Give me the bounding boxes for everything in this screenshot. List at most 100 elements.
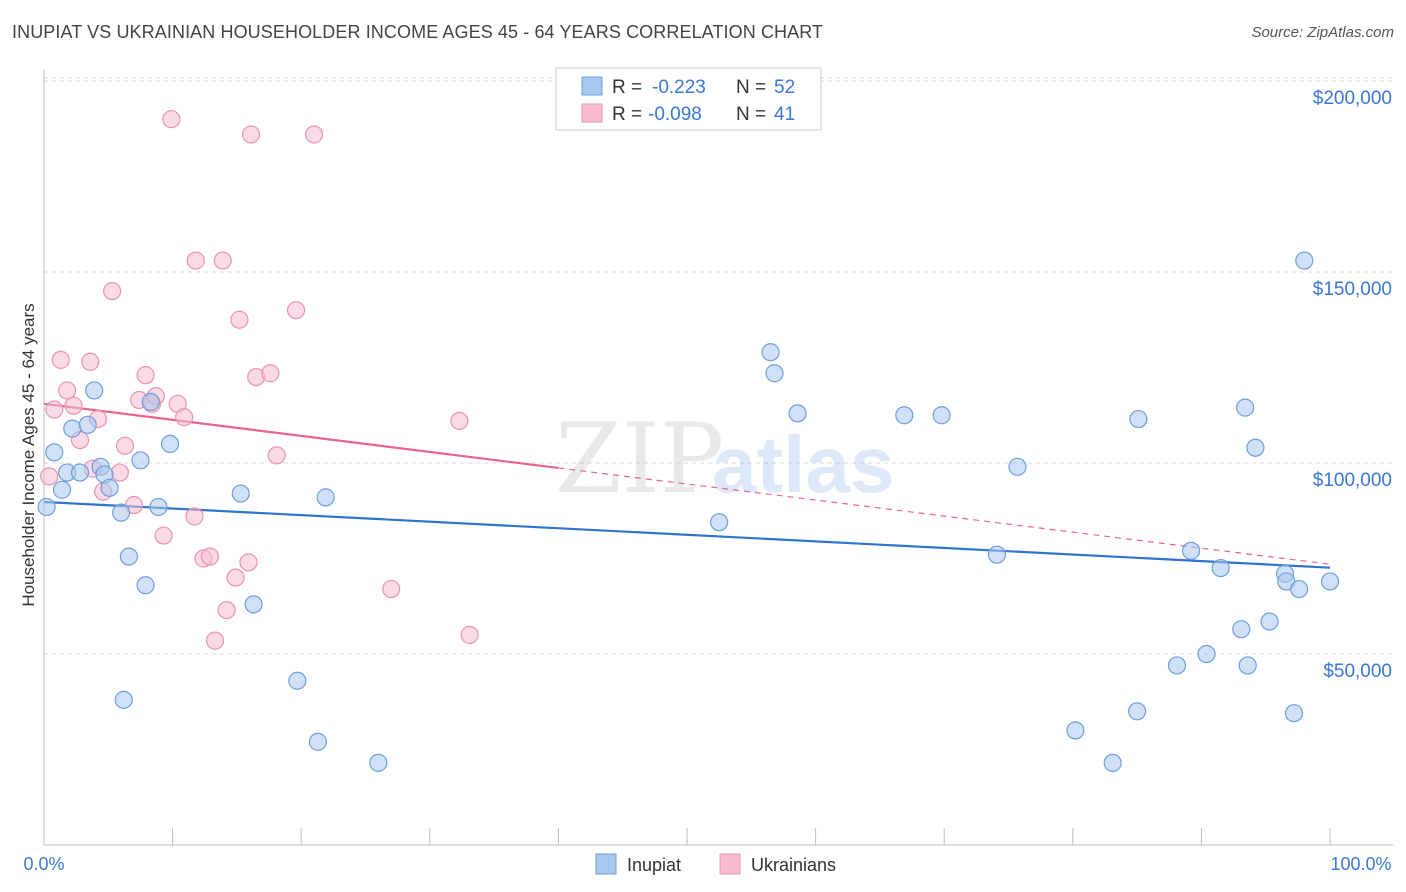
data-point-inupiat bbox=[63, 419, 82, 438]
data-point-inupiat bbox=[765, 364, 784, 383]
data-point-inupiat bbox=[288, 671, 307, 690]
data-point-ukrainians bbox=[162, 110, 181, 129]
data-point-inupiat bbox=[78, 415, 97, 434]
data-point-inupiat bbox=[100, 478, 119, 497]
y-tick-label: $200,000 bbox=[1313, 88, 1392, 109]
data-point-inupiat bbox=[1197, 644, 1216, 664]
data-point-inupiat bbox=[788, 404, 807, 423]
watermark: ZIP atlas bbox=[555, 403, 894, 515]
data-point-ukrainians bbox=[115, 436, 135, 455]
chart-title: INUPIAT VS UKRAINIAN HOUSEHOLDER INCOME … bbox=[12, 22, 824, 42]
data-point-inupiat bbox=[136, 576, 155, 595]
watermark-zip: ZIP bbox=[555, 403, 724, 515]
data-point-inupiat bbox=[1167, 656, 1187, 675]
trend-line-inupiat bbox=[43, 500, 1331, 569]
data-point-ukrainians bbox=[40, 467, 59, 486]
watermark-atlas: atlas bbox=[712, 420, 894, 509]
data-point-inupiat bbox=[37, 497, 56, 517]
data-point-inupiat bbox=[45, 443, 64, 462]
data-point-ukrainians bbox=[45, 400, 64, 419]
data-point-ukrainians bbox=[103, 282, 122, 301]
data-point-inupiat bbox=[1182, 541, 1201, 560]
legend-n-value-inupiat: 52 bbox=[774, 77, 795, 98]
data-point-inupiat bbox=[1211, 558, 1230, 578]
data-point-inupiat bbox=[1260, 612, 1279, 631]
legend-n-value-ukrainians: 41 bbox=[774, 104, 795, 125]
data-point-ukrainians bbox=[230, 310, 249, 329]
y-axis-label: Householder Income Ages 45 - 64 years bbox=[19, 303, 38, 606]
data-point-ukrainians bbox=[382, 579, 401, 599]
legend-r-value-inupiat: -0.223 bbox=[652, 77, 706, 98]
data-point-ukrainians bbox=[154, 526, 173, 545]
data-point-ukrainians bbox=[304, 125, 324, 144]
x-tick-label-max: 100.0% bbox=[1330, 854, 1391, 874]
source-label: Source: ZipAtlas.com bbox=[1251, 24, 1394, 41]
data-point-ukrainians bbox=[226, 568, 245, 587]
data-point-inupiat bbox=[1103, 753, 1122, 772]
data-point-inupiat bbox=[160, 434, 180, 453]
data-point-inupiat bbox=[85, 381, 104, 400]
series-ukrainians-points bbox=[40, 110, 479, 650]
correlation-legend: R = -0.223 N = 52 R = -0.098 N = 41 bbox=[555, 67, 822, 131]
trend-lines bbox=[43, 402, 1331, 569]
legend-r-value-ukrainians: -0.098 bbox=[648, 104, 702, 125]
data-point-ukrainians bbox=[286, 301, 306, 320]
legend-n-label-ukrainians: N = bbox=[736, 104, 766, 125]
data-point-inupiat bbox=[1129, 409, 1148, 429]
data-point-inupiat bbox=[112, 503, 131, 522]
data-point-inupiat bbox=[987, 545, 1007, 564]
data-point-ukrainians bbox=[110, 463, 129, 482]
data-point-inupiat bbox=[131, 451, 150, 470]
data-point-inupiat bbox=[1236, 398, 1255, 417]
bottom-legend-label-ukrainians: Ukrainians bbox=[751, 855, 836, 875]
y-tick-label: $50,000 bbox=[1323, 661, 1392, 682]
data-point-inupiat bbox=[1284, 704, 1304, 723]
data-point-ukrainians bbox=[186, 251, 205, 270]
legend-swatch-inupiat bbox=[581, 76, 603, 96]
data-point-inupiat bbox=[149, 497, 168, 517]
series-inupiat-points bbox=[37, 251, 1340, 772]
data-point-ukrainians bbox=[450, 411, 469, 431]
data-point-ukrainians bbox=[64, 396, 83, 415]
data-point-ukrainians bbox=[200, 547, 219, 566]
data-point-ukrainians bbox=[239, 553, 258, 572]
data-point-inupiat bbox=[369, 753, 388, 772]
data-point-inupiat bbox=[932, 406, 951, 425]
data-point-inupiat bbox=[114, 690, 133, 709]
data-point-ukrainians bbox=[205, 631, 225, 650]
data-point-inupiat bbox=[1066, 721, 1085, 740]
data-point-inupiat bbox=[1238, 656, 1257, 675]
legend-swatch-ukrainians bbox=[581, 103, 603, 123]
data-point-inupiat bbox=[1320, 572, 1340, 591]
data-point-ukrainians bbox=[213, 251, 232, 270]
data-point-inupiat bbox=[231, 484, 250, 503]
x-axis-ticks bbox=[43, 828, 1331, 845]
bottom-legend-swatch-ukrainians bbox=[719, 853, 741, 875]
x-tick-label-min: 0.0% bbox=[23, 854, 64, 874]
data-point-ukrainians bbox=[185, 507, 204, 526]
bottom-legend-label-inupiat: Inupiat bbox=[627, 855, 681, 875]
data-point-inupiat bbox=[895, 406, 914, 425]
data-point-inupiat bbox=[1232, 620, 1251, 639]
data-point-ukrainians bbox=[267, 446, 286, 465]
legend-r-label-ukrainians: R = bbox=[612, 104, 642, 125]
data-point-inupiat bbox=[141, 392, 160, 411]
y-tick-label: $150,000 bbox=[1313, 279, 1392, 300]
data-point-inupiat bbox=[1290, 579, 1309, 599]
data-point-ukrainians bbox=[460, 625, 479, 645]
y-axis-tick-labels: $50,000 $100,000 $150,000 $200,000 bbox=[1313, 88, 1392, 682]
data-point-inupiat bbox=[761, 343, 780, 362]
data-point-ukrainians bbox=[175, 408, 194, 427]
trend-line-ukrainians bbox=[43, 402, 559, 470]
data-point-inupiat bbox=[1295, 251, 1314, 270]
data-point-inupiat bbox=[308, 732, 328, 751]
data-point-ukrainians bbox=[51, 350, 70, 369]
data-point-inupiat bbox=[52, 480, 72, 499]
data-point-ukrainians bbox=[241, 125, 261, 144]
data-point-ukrainians bbox=[217, 600, 236, 620]
bottom-legend-swatch-inupiat bbox=[595, 853, 617, 875]
data-point-inupiat bbox=[1127, 702, 1147, 721]
data-point-ukrainians bbox=[261, 364, 280, 383]
data-point-inupiat bbox=[244, 595, 263, 614]
